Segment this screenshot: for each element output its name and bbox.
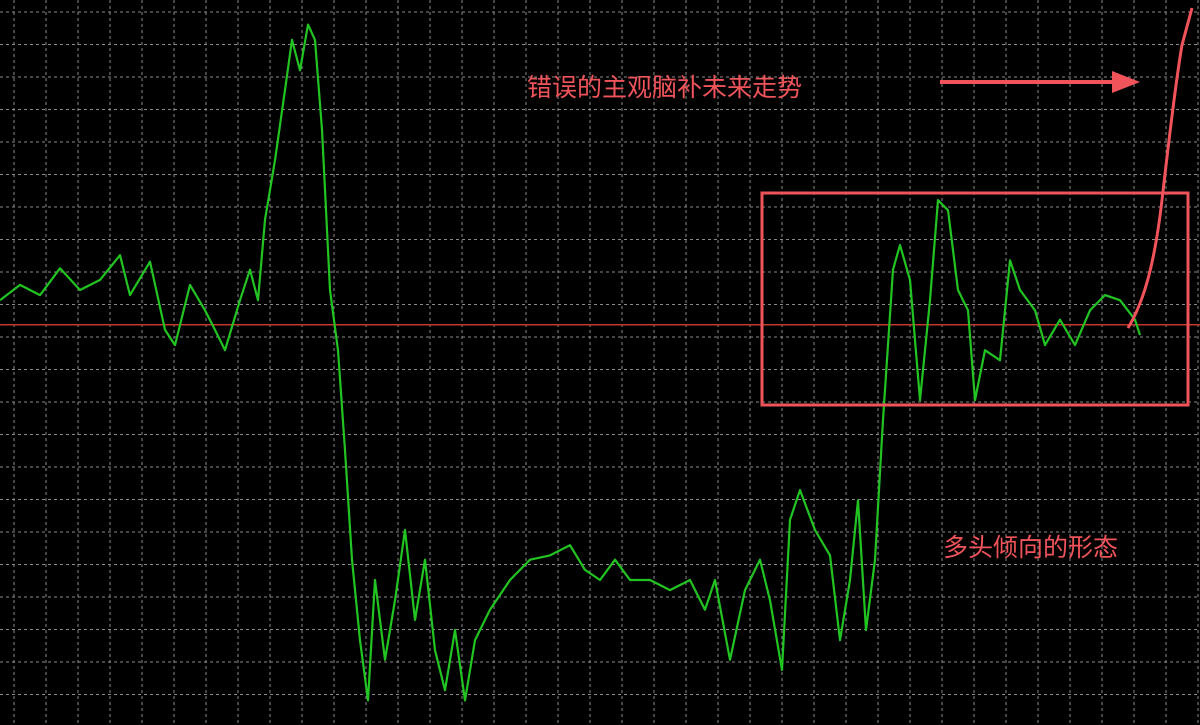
projection-label: 错误的主观脑补未来走势 (527, 73, 803, 102)
arrow-icon (940, 71, 1140, 93)
price-line (0, 23, 1142, 702)
projected-trend-curve (1126, 7, 1194, 329)
pattern-label: 多头倾向的形态 (943, 533, 1119, 562)
highlight-box (760, 191, 1190, 407)
